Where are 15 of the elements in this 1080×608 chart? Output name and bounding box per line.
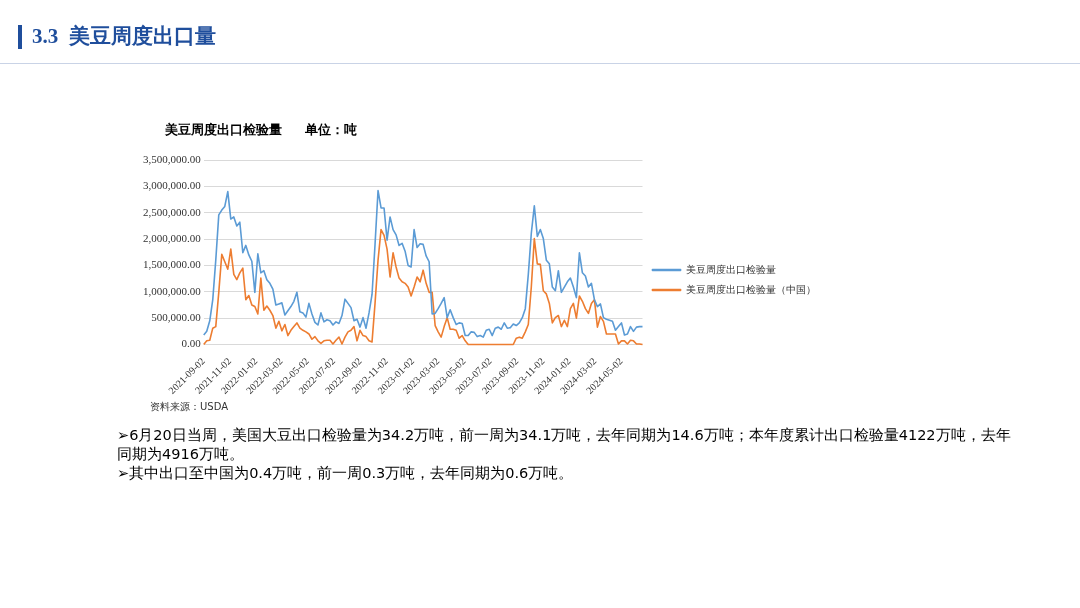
y-tick-label: 1,000,000.00	[143, 284, 202, 297]
chart-subtitle: 美豆周度出口检验量 单位：吨	[165, 121, 357, 139]
y-tick-label: 500,000.00	[151, 311, 202, 324]
y-tick-label: 2,000,000.00	[143, 231, 202, 244]
y-tick-label: 0.00	[181, 337, 202, 350]
text: 资料来源：USDA	[150, 400, 229, 414]
chart-title: 3.3 美豆周度出口量	[32, 23, 216, 50]
y-tick-label: 3,500,000.00	[143, 152, 202, 165]
y-tick-label: 3,000,000.00	[143, 179, 202, 192]
text: ➢其中出口至中国为0.4万吨，前一周0.3万吨，去年同期为0.6万吨。	[117, 464, 575, 483]
y-tick-label: 2,500,000.00	[143, 205, 202, 218]
legend-label: 美豆周度出口检验量	[685, 263, 776, 275]
legend-label: 美豆周度出口检验量（中国）	[685, 283, 816, 295]
y-tick-label: 1,500,000.00	[143, 258, 202, 271]
text: ➢6月20日当周，美国大豆出口检验量为34.2万吨，前一周为34.1万吨，去年同期为14.6万吨；本年度累计出口检验量4122万吨，去年同期为4916万吨。	[117, 426, 1012, 464]
